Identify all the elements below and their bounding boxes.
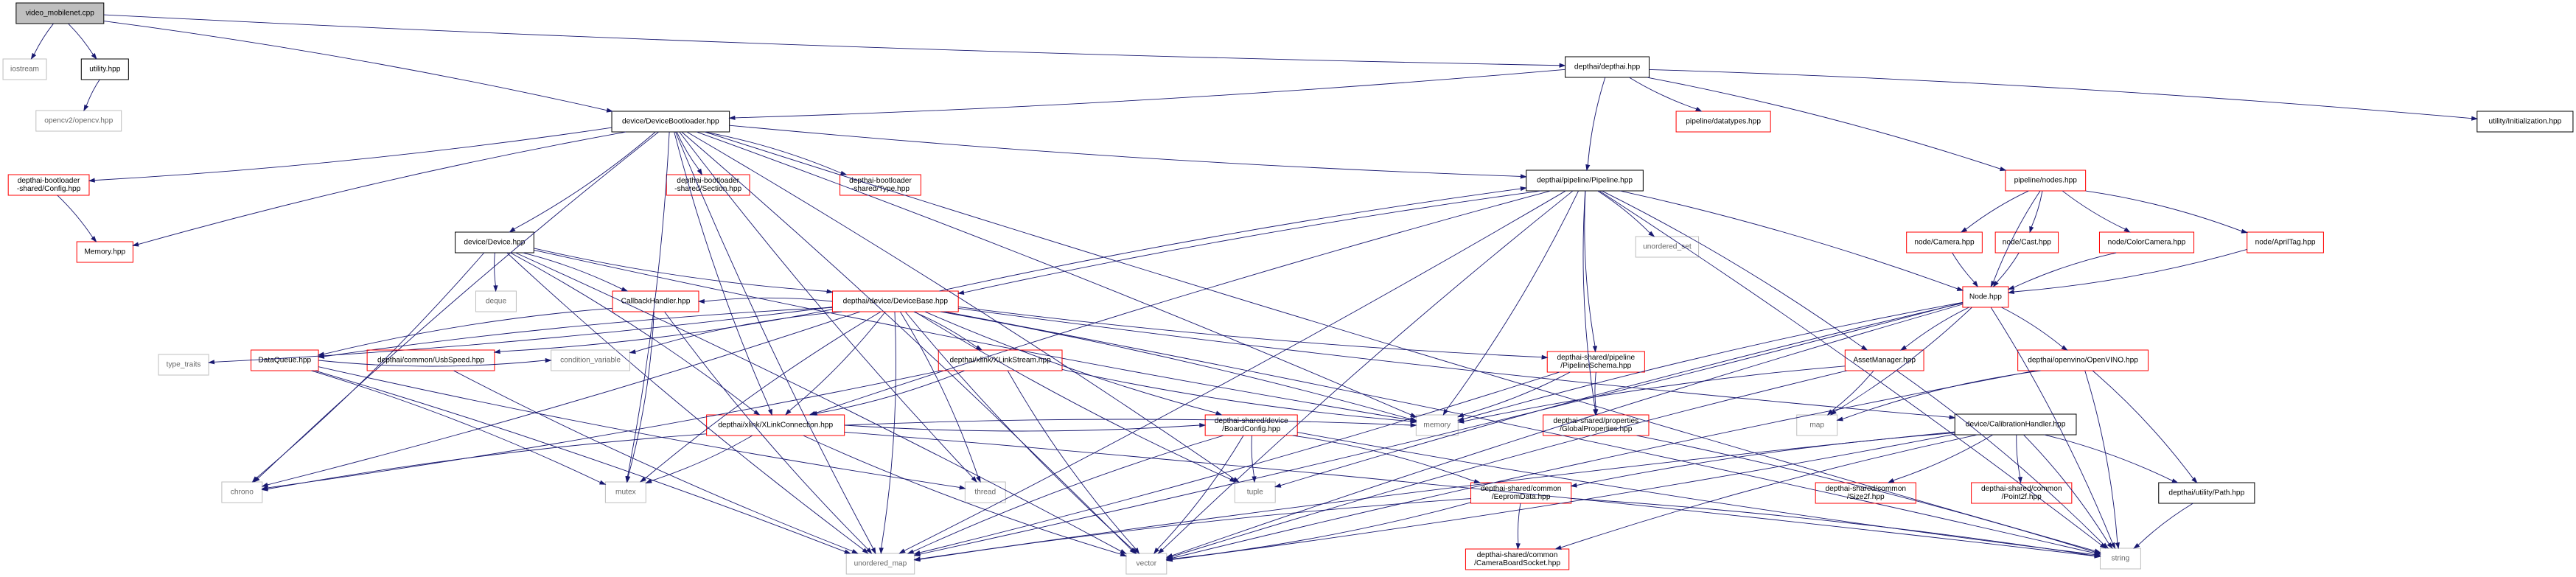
svg-text:memory: memory [1423, 422, 1451, 430]
svg-text:/Size2f.hpp: /Size2f.hpp [1847, 493, 1885, 501]
svg-text:iostream: iostream [10, 66, 39, 74]
svg-text:utility.hpp: utility.hpp [89, 66, 121, 74]
svg-text:node/Camera.hpp: node/Camera.hpp [1914, 239, 1975, 247]
svg-text:string: string [2111, 555, 2129, 563]
svg-text:/PipelineSchema.hpp: /PipelineSchema.hpp [1560, 362, 1631, 370]
svg-text:-shared/Section.hpp: -shared/Section.hpp [674, 185, 741, 193]
svg-text:depthai-shared/pipeline: depthai-shared/pipeline [1557, 354, 1635, 362]
svg-text:thread: thread [974, 489, 996, 497]
svg-text:depthai/pipeline/Pipeline.hpp: depthai/pipeline/Pipeline.hpp [1537, 177, 1633, 185]
svg-text:device/DeviceBootloader.hpp: device/DeviceBootloader.hpp [622, 118, 719, 126]
svg-text:unordered_map: unordered_map [854, 560, 907, 568]
svg-text:depthai/xlink/XLinkConnection.: depthai/xlink/XLinkConnection.hpp [718, 422, 833, 430]
svg-text:depthai-shared/common: depthai-shared/common [1825, 485, 1906, 493]
svg-text:node/AprilTag.hpp: node/AprilTag.hpp [2255, 239, 2316, 247]
svg-text:device/CalibrationHandler.hpp: device/CalibrationHandler.hpp [1966, 421, 2066, 429]
svg-text:vector: vector [1137, 560, 1157, 568]
svg-text:pipeline/nodes.hpp: pipeline/nodes.hpp [2014, 177, 2078, 185]
svg-text:deque: deque [486, 298, 507, 306]
svg-text:depthai/xlink/XLinkStream.hpp: depthai/xlink/XLinkStream.hpp [950, 357, 1052, 365]
svg-text:map: map [1809, 422, 1824, 430]
svg-text:opencv2/opencv.hpp: opencv2/opencv.hpp [44, 117, 113, 125]
svg-text:depthai-bootloader: depthai-bootloader [677, 177, 739, 185]
svg-text:type_traits: type_traits [167, 361, 201, 369]
svg-text:depthai/depthai.hpp: depthai/depthai.hpp [1574, 63, 1641, 71]
svg-text:condition_variable: condition_variable [560, 357, 621, 365]
svg-text:DataQueue.hpp: DataQueue.hpp [258, 357, 311, 365]
svg-text:depthai-bootloader: depthai-bootloader [18, 177, 80, 185]
svg-text:depthai/utility/Path.hpp: depthai/utility/Path.hpp [2168, 489, 2244, 497]
svg-text:device/Device.hpp: device/Device.hpp [464, 239, 525, 247]
svg-text:video_mobilenet.cpp: video_mobilenet.cpp [26, 10, 95, 18]
svg-text:utility/Initialization.hpp: utility/Initialization.hpp [2488, 118, 2561, 126]
svg-text:/BoardConfig.hpp: /BoardConfig.hpp [1222, 425, 1280, 433]
svg-text:/CameraBoardSocket.hpp: /CameraBoardSocket.hpp [1474, 559, 1560, 567]
svg-text:Memory.hpp: Memory.hpp [84, 248, 125, 256]
svg-text:depthai-shared/common: depthai-shared/common [1981, 485, 2062, 493]
svg-text:/EepromData.hpp: /EepromData.hpp [1492, 493, 1551, 501]
svg-text:Node.hpp: Node.hpp [1969, 293, 2002, 301]
svg-text:/Point2f.hpp: /Point2f.hpp [2002, 493, 2042, 501]
svg-text:chrono: chrono [231, 489, 254, 497]
svg-text:depthai/openvino/OpenVINO.hpp: depthai/openvino/OpenVINO.hpp [2028, 357, 2138, 365]
svg-text:tuple: tuple [1247, 489, 1263, 497]
svg-text:depthai/device/DeviceBase.hpp: depthai/device/DeviceBase.hpp [843, 298, 949, 306]
svg-text:depthai/common/UsbSpeed.hpp: depthai/common/UsbSpeed.hpp [377, 357, 485, 365]
svg-text:node/Cast.hpp: node/Cast.hpp [2003, 239, 2051, 247]
svg-text:pipeline/datatypes.hpp: pipeline/datatypes.hpp [1686, 118, 1761, 126]
svg-text:mutex: mutex [615, 489, 636, 497]
svg-text:CallbackHandler.hpp: CallbackHandler.hpp [621, 298, 691, 306]
svg-text:depthai-shared/common: depthai-shared/common [1481, 485, 1562, 493]
svg-text:node/ColorCamera.hpp: node/ColorCamera.hpp [2108, 239, 2186, 247]
svg-text:-shared/Config.hpp: -shared/Config.hpp [17, 185, 81, 193]
svg-text:/GlobalProperties.hpp: /GlobalProperties.hpp [1560, 425, 1633, 433]
svg-text:depthai-shared/common: depthai-shared/common [1477, 551, 1558, 559]
